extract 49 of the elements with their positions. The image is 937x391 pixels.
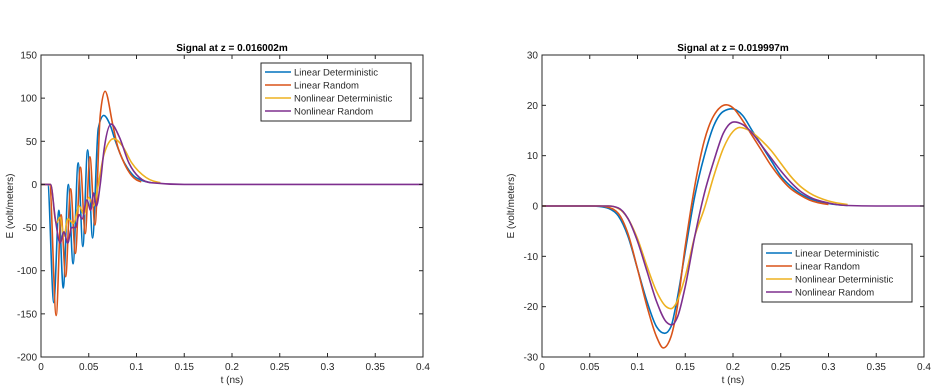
y-tick-label: -100 [16, 266, 38, 278]
legend-label: Linear Random [795, 262, 860, 272]
x-tick-label: 0.4 [416, 362, 430, 373]
x-tick-label: 0.05 [79, 362, 99, 373]
x-tick-label: 0.35 [366, 362, 386, 373]
x-tick-label: 0.15 [174, 362, 194, 373]
y-tick-label: 10 [526, 151, 538, 162]
x-tick-label: 0.05 [580, 362, 600, 373]
x-tick-label: 0 [539, 362, 546, 373]
x-tick-label: 0.35 [866, 362, 886, 373]
y-axis-title: E (volt/meters) [5, 173, 16, 239]
y-tick-label: 0 [532, 202, 538, 212]
y-tick-label: 0 [31, 180, 38, 191]
y-tick-label: -200 [16, 352, 38, 364]
x-tick-label: 0 [38, 362, 44, 373]
y-tick-label: -20 [524, 302, 538, 314]
line-series [41, 123, 423, 244]
line-series [542, 121, 924, 326]
legend-label: Nonlinear Deterministic [795, 274, 894, 286]
y-tick-label: -150 [16, 309, 38, 320]
y-tick-label: 50 [26, 136, 38, 148]
x-tick-label: 0.1 [630, 362, 645, 373]
y-axis-title: E (volt/meters) [506, 173, 517, 239]
x-axis-title: t (ns) [220, 375, 244, 386]
legend-label: Linear Deterministic [795, 248, 880, 260]
chart-title: Signal at z = 0.016002m [176, 43, 288, 54]
y-tick-label: 100 [20, 94, 38, 105]
x-tick-label: 0.15 [676, 362, 696, 373]
legend-label: Nonlinear Random [795, 288, 874, 298]
y-tick-label: 20 [526, 100, 538, 112]
x-tick-label: 0.2 [726, 362, 740, 373]
y-tick-label: -50 [22, 223, 38, 234]
legend-label: Linear Deterministic [294, 68, 378, 78]
legend-label: Linear Random [294, 80, 360, 92]
y-tick-label: 150 [20, 50, 38, 62]
chart-title: Signal at z = 0.019997m [677, 43, 789, 54]
y-tick-label: -10 [524, 252, 538, 263]
y-tick-label: -30 [524, 352, 538, 364]
x-tick-label: 0.3 [320, 362, 335, 373]
legend-label: Nonlinear Random [294, 106, 374, 118]
x-tick-label: 0.25 [771, 362, 791, 373]
x-axis-title: t (ns) [722, 375, 744, 386]
legend-label: Nonlinear Deterministic [294, 94, 392, 104]
x-tick-label: 0.1 [130, 362, 144, 373]
x-tick-label: 0.3 [822, 362, 836, 373]
y-tick-label: 30 [526, 50, 538, 62]
x-tick-label: 0.25 [270, 362, 290, 373]
x-tick-label: 0.2 [225, 362, 240, 373]
x-tick-label: 0.4 [917, 362, 932, 373]
